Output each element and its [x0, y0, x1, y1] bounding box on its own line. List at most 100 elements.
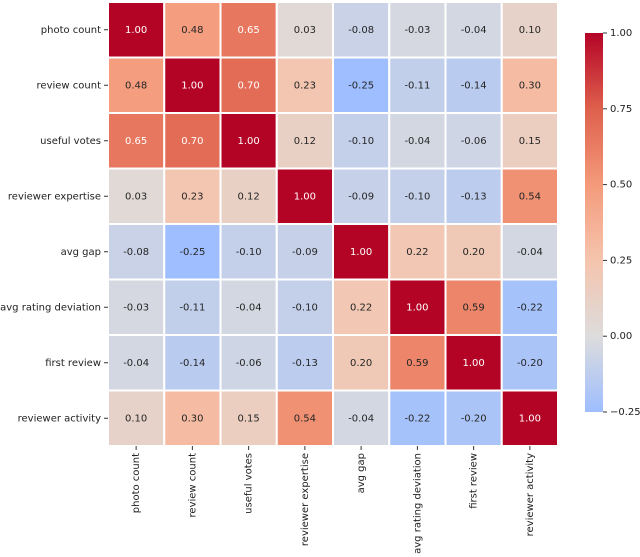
y-tick-label: first review	[45, 358, 101, 369]
heatmap-cell	[219, 334, 278, 392]
cell-label: 1.00	[181, 80, 203, 91]
colorbar-tick-label: 0.25	[610, 255, 632, 266]
cell-label: -0.25	[348, 80, 374, 91]
cell-label: -0.04	[123, 358, 149, 369]
cell-label: 0.12	[237, 191, 259, 202]
cell-label: -0.13	[461, 191, 487, 202]
cell-label: -0.14	[461, 80, 487, 91]
cell-label: 1.00	[294, 191, 316, 202]
heatmap-cell	[332, 278, 391, 336]
heatmap-cell	[500, 334, 559, 392]
cell-label: -0.11	[404, 80, 430, 91]
cell-label: -0.20	[461, 413, 487, 424]
heatmap-cell	[332, 112, 391, 170]
heatmap-cell	[444, 112, 503, 170]
heatmap-cell	[163, 334, 222, 392]
heatmap-cell	[500, 112, 559, 170]
heatmap-cell	[275, 56, 334, 114]
heatmap-cell	[275, 112, 334, 170]
cell-label: 1.00	[350, 247, 372, 258]
cell-label: -0.04	[348, 413, 374, 424]
y-tick-label: photo count	[41, 25, 101, 36]
cell-label: 0.59	[406, 358, 428, 369]
colorbar-tick-label: 0.00	[610, 331, 632, 342]
heatmap-cell	[219, 167, 278, 225]
heatmap-cell	[332, 389, 391, 447]
cell-label: 1.00	[519, 413, 541, 424]
cell-label: 1.00	[237, 136, 259, 147]
colorbar-tick-label: 0.75	[610, 104, 632, 115]
y-tick-label: review count	[37, 80, 102, 91]
cell-label: -0.10	[404, 191, 430, 202]
cell-label: -0.08	[348, 25, 374, 36]
cell-label: 1.00	[125, 25, 147, 36]
heatmap-cell	[444, 167, 503, 225]
x-tick-label: photo count	[131, 453, 142, 513]
cell-label: 0.22	[406, 247, 428, 258]
heatmap-cell	[332, 167, 391, 225]
heatmap-cell	[163, 56, 222, 114]
cell-label: 0.15	[237, 413, 259, 424]
cell-label: -0.03	[123, 302, 149, 313]
cell-label: -0.04	[404, 136, 430, 147]
cell-label: 0.23	[181, 191, 203, 202]
cell-label: 0.65	[125, 136, 147, 147]
cell-label: -0.03	[404, 25, 430, 36]
cell-label: 0.20	[462, 247, 484, 258]
cell-label: -0.25	[179, 247, 205, 258]
cell-label: 0.03	[294, 25, 316, 36]
cell-label: 0.30	[519, 80, 541, 91]
cell-label: 1.00	[406, 302, 428, 313]
cell-label: 1.00	[462, 358, 484, 369]
cell-label: -0.11	[179, 302, 205, 313]
heatmap-cell	[500, 278, 559, 336]
colorbar-tick-label: −0.25	[610, 407, 640, 418]
cell-label: 0.12	[294, 136, 316, 147]
cell-label: -0.06	[236, 358, 262, 369]
heatmap-cell	[444, 334, 503, 392]
heatmap-cell	[275, 223, 334, 281]
cell-label: -0.04	[236, 302, 262, 313]
cell-label: -0.06	[461, 136, 487, 147]
cell-label: -0.09	[348, 191, 374, 202]
cell-label: 0.65	[237, 25, 259, 36]
heatmap-cell	[388, 1, 447, 59]
cell-label: 0.48	[125, 80, 147, 91]
cell-label: 0.15	[519, 136, 541, 147]
cell-label: -0.10	[348, 136, 374, 147]
cell-label: -0.22	[517, 302, 543, 313]
heatmap-cell	[332, 334, 391, 392]
x-tick-label: avg gap	[356, 453, 367, 493]
cell-label: -0.13	[292, 358, 318, 369]
y-tick-label: avg gap	[61, 247, 101, 258]
y-tick-label: avg rating deviation	[0, 302, 101, 313]
cell-label: -0.04	[461, 25, 487, 36]
cell-label: -0.10	[292, 302, 318, 313]
heatmap-cell	[388, 56, 447, 114]
x-tick-label: reviewer activity	[525, 453, 536, 536]
cell-label: 0.23	[294, 80, 316, 91]
x-tick-label: reviewer expertise	[300, 453, 311, 546]
cell-label: 0.70	[237, 80, 259, 91]
y-tick-label: useful votes	[40, 136, 101, 147]
colorbar-tick-label: 1.00	[610, 28, 632, 39]
cell-label: 0.20	[350, 358, 372, 369]
cell-label: -0.04	[517, 247, 543, 258]
x-tick-label: useful votes	[244, 453, 255, 514]
heatmap-cell	[388, 112, 447, 170]
cell-label: 0.70	[181, 136, 203, 147]
heatmap-cell	[107, 334, 166, 392]
cell-label: 0.30	[181, 413, 203, 424]
cell-label: -0.14	[179, 358, 205, 369]
cell-label: -0.22	[404, 413, 430, 424]
cell-label: 0.03	[125, 191, 147, 202]
cell-label: 0.59	[462, 302, 484, 313]
y-tick-label: reviewer activity	[18, 413, 101, 424]
cell-label: 0.54	[294, 413, 316, 424]
x-tick-label: avg rating deviation	[412, 453, 423, 554]
colorbar-tick-label: 0.50	[610, 180, 632, 191]
cell-label: 0.48	[181, 25, 203, 36]
cell-label: -0.20	[517, 358, 543, 369]
cell-label: 0.10	[125, 413, 147, 424]
